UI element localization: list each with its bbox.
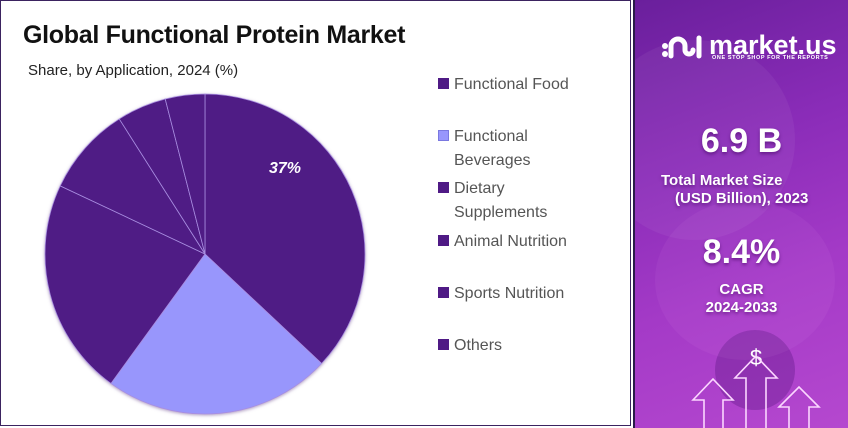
legend-label: Functional Beverages (454, 128, 531, 169)
dollar-icon: $ (750, 345, 762, 370)
pie-slice-animal-nutrition (59, 118, 207, 255)
legend-item-others: Others (438, 334, 628, 358)
chart-panel: Global Functional Protein Market Share, … (0, 0, 631, 426)
legend-item-functional-food: Functional Food (438, 73, 628, 97)
pie-chart: 37% (44, 93, 366, 415)
legend-label: Animal Nutrition (454, 233, 567, 250)
legend-swatch (438, 235, 449, 246)
chart-subtitle: Share, by Application, 2024 (%) (28, 62, 239, 79)
legend-swatch (438, 130, 449, 141)
legend-label: Others (454, 337, 503, 354)
legend-item-functional-beverages: Functional Beverages (438, 125, 548, 173)
pie-data-label: 37% (269, 160, 301, 177)
legend-label: Dietary Supplements (454, 180, 548, 221)
summary-panel: market.us ONE STOP SHOP FOR THE REPORTS … (633, 0, 848, 428)
legend-item-animal-nutrition: Animal Nutrition (438, 230, 628, 254)
market-us-logo-icon (662, 35, 702, 58)
legend-label: Sports Nutrition (454, 285, 565, 302)
legend-item-dietary-supplements: Dietary Supplements (438, 177, 563, 225)
cagr-value: 8.4% (702, 233, 781, 271)
market-size-value: 6.9 B (700, 122, 783, 160)
growth-arrows-icon: $ (691, 345, 821, 428)
market-size-unit: (USD Billion), 2023 (675, 190, 809, 207)
pie-slice-others (164, 93, 206, 255)
legend-swatch (438, 78, 449, 89)
legend-label: Functional Food (454, 76, 569, 93)
legend-swatch (438, 182, 449, 193)
cagr-period: 2024-2033 (705, 299, 778, 316)
cagr-label: CAGR (719, 281, 764, 298)
brand-logo: market.us (661, 30, 837, 61)
legend-swatch (438, 339, 449, 350)
legend-item-sports-nutrition: Sports Nutrition (438, 282, 628, 306)
market-size-label: Total Market Size (661, 172, 783, 189)
pie-slice-functional-beverages (110, 253, 323, 415)
chart-title: Global Functional Protein Market (23, 21, 406, 49)
pie-slice-functional-food (204, 93, 366, 365)
brand-name: market.us (709, 30, 837, 60)
brand-tagline: ONE STOP SHOP FOR THE REPORTS (712, 55, 829, 61)
legend-swatch (438, 287, 449, 298)
